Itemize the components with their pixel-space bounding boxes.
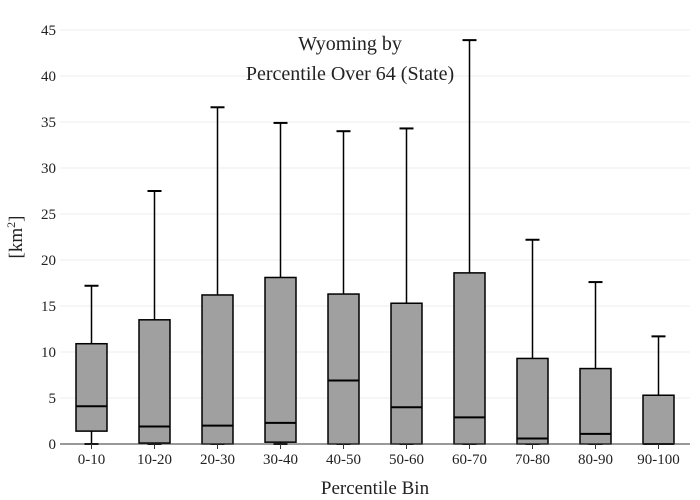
x-tick-label: 0-10 [78,452,106,468]
box-10-20 [138,190,171,445]
box-30-40 [264,121,297,445]
iqr-box [264,276,297,443]
chart-title-line-1: Wyoming by [298,33,402,55]
iqr-box [642,394,675,445]
iqr-box [138,319,171,444]
y-tick-label: 45 [41,23,56,39]
x-tick-label: 40-50 [326,452,361,468]
box-70-80 [516,238,549,445]
iqr-box [579,367,612,445]
x-tick-label: 80-90 [578,452,613,468]
box-80-90 [579,281,612,445]
iqr-box [75,342,108,432]
x-tick-label: 70-80 [515,452,550,468]
x-tick-label: 10-20 [137,452,172,468]
iqr-box [453,272,486,445]
box-20-30 [201,106,234,445]
box-50-60 [390,127,423,445]
y-tick-label: 20 [41,253,56,269]
y-axis-label: [km2] [4,216,27,259]
iqr-box [516,357,549,445]
box-40-50 [327,130,360,445]
y-axis-label-base: [km [6,228,27,259]
y-axis-ticks: 0 5 10 15 20 25 30 35 40 45 [41,23,56,453]
y-axis-label-superscript: 2 [4,222,18,228]
x-tick-label: 90-100 [637,452,680,468]
y-axis-label-end: ] [6,216,27,222]
x-tick-label: 60-70 [452,452,487,468]
box-0-10 [75,284,108,445]
box-series [75,39,675,445]
x-axis-ticks: 0-10 10-20 20-30 30-40 40-50 50-60 60-70 70-80 8… [78,444,680,468]
y-tick-label: 0 [49,437,57,453]
chart-title-line-2: Percentile Over 64 (State) [246,63,454,85]
box-60-70 [453,39,486,445]
y-tick-label: 25 [41,207,56,223]
y-tick-label: 35 [41,115,56,131]
iqr-box [327,293,360,445]
iqr-box [201,294,234,445]
x-tick-label: 20-30 [200,452,235,468]
y-tick-label: 30 [41,161,56,177]
y-tick-label: 5 [49,391,57,407]
y-tick-label: 15 [41,299,56,315]
x-tick-label: 50-60 [389,452,424,468]
y-tick-label: 40 [41,69,56,85]
x-axis-label: Percentile Bin [321,478,430,499]
y-tick-label: 10 [41,345,56,361]
iqr-box [390,302,423,445]
box-90-100 [642,335,675,445]
x-tick-label: 30-40 [263,452,298,468]
